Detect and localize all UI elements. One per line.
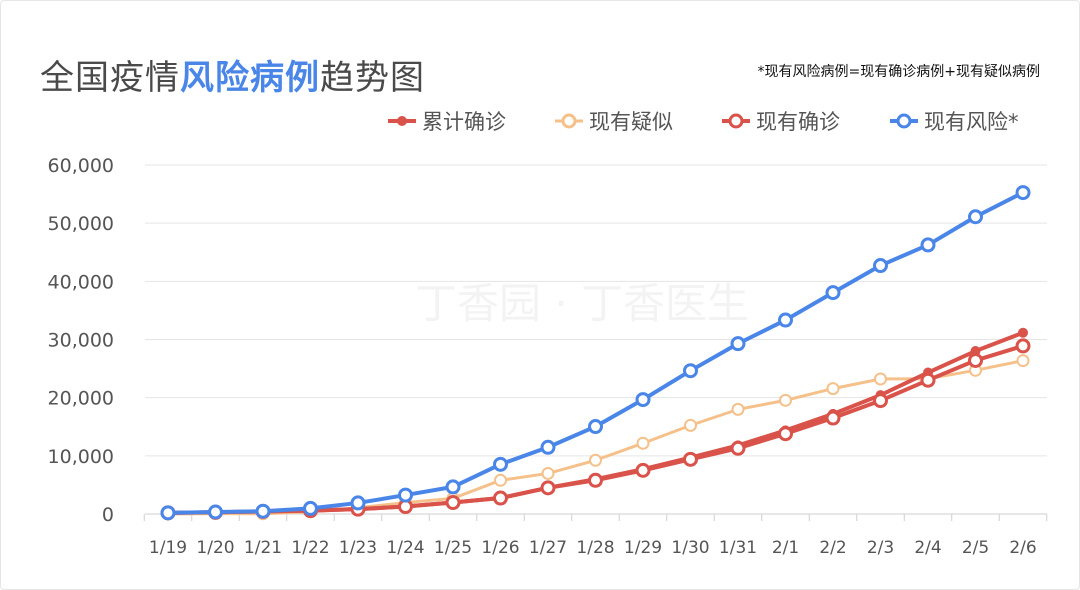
legend-item-risk[interactable]: 现有风险*	[890, 110, 1019, 134]
x-tick-label: 2/1	[772, 538, 799, 558]
x-tick-label: 1/25	[434, 538, 472, 558]
grid-lines	[143, 164, 1048, 521]
x-tick-label: 1/20	[196, 538, 234, 558]
x-tick-label: 1/23	[339, 538, 377, 558]
data-point	[730, 336, 746, 352]
data-point	[1015, 338, 1031, 354]
data-point	[873, 393, 888, 409]
data-point	[350, 495, 366, 511]
chart-title: 全国疫情风险病例趋势图	[40, 50, 425, 99]
watermark-text: 丁香园 · 丁香医生	[415, 279, 749, 328]
title-prefix: 全国疫情	[40, 58, 180, 98]
data-point	[731, 402, 745, 416]
data-point	[540, 439, 556, 455]
data-point	[825, 410, 841, 426]
x-tick-label: 2/3	[867, 538, 894, 558]
x-tick-label: 1/26	[481, 538, 519, 558]
data-point	[303, 500, 318, 516]
x-tick-label: 2/6	[1009, 538, 1036, 558]
data-point	[635, 462, 651, 478]
legend-item-cumulative[interactable]: 累计确诊	[388, 110, 506, 134]
data-point	[635, 392, 651, 408]
y-tick-label: 50,000	[48, 213, 114, 235]
data-point	[825, 285, 841, 301]
data-point	[398, 487, 413, 503]
data-point	[636, 436, 650, 450]
x-tick-label: 1/31	[719, 538, 757, 558]
data-point	[1018, 327, 1028, 338]
x-tick-label: 2/2	[819, 538, 846, 558]
x-tick-label: 1/30	[671, 538, 709, 558]
data-point	[778, 312, 793, 328]
data-point	[920, 237, 936, 253]
legend-label: 现有确诊	[756, 110, 840, 134]
data-point	[588, 419, 603, 435]
data-point	[541, 466, 555, 480]
y-axis-ticks: 0 10,000 20,000 30,000 40,000 50,000 60,000	[48, 155, 114, 526]
data-point	[588, 472, 603, 488]
data-point	[779, 393, 792, 407]
legend-label: 现有风险*	[924, 110, 1019, 134]
data-point	[445, 479, 461, 495]
x-tick-label: 1/19	[149, 538, 187, 558]
title-suffix: 趋势图	[320, 58, 425, 98]
legend-marker	[397, 116, 407, 126]
data-point	[730, 440, 746, 456]
legend-item-current[interactable]: 现有确诊	[722, 110, 840, 134]
x-tick-label: 2/4	[914, 538, 941, 558]
data-point	[208, 504, 223, 520]
legend-marker	[896, 113, 912, 129]
x-axis-ticks: 1/19 1/20 1/21 1/22 1/23 1/24 1/25 1/26 1/27 1/28…	[149, 538, 1037, 558]
data-point	[683, 363, 698, 379]
series-group	[160, 185, 1031, 521]
legend: 累计确诊 现有疑似 现有确诊 现有风险*	[388, 110, 1019, 134]
data-point	[684, 418, 697, 432]
legend-marker	[728, 113, 744, 129]
data-point	[683, 451, 698, 467]
legend-label: 累计确诊	[422, 110, 506, 134]
data-point	[540, 480, 556, 496]
data-point	[968, 352, 983, 368]
data-point	[874, 372, 887, 386]
data-point	[493, 456, 508, 472]
series-risk	[160, 185, 1031, 521]
data-point	[160, 505, 176, 521]
data-point	[494, 473, 507, 487]
y-tick-label: 40,000	[48, 271, 114, 293]
series-suspected	[161, 354, 1030, 521]
x-tick-label: 1/28	[576, 538, 614, 558]
legend-item-suspected[interactable]: 现有疑似	[555, 110, 673, 134]
x-tick-label: 1/21	[244, 538, 282, 558]
data-point	[778, 426, 793, 442]
data-point	[589, 453, 602, 467]
y-tick-label: 0	[102, 504, 114, 526]
x-tick-label: 1/24	[386, 538, 424, 558]
legend-marker	[561, 113, 577, 129]
legend-label: 现有疑似	[589, 110, 673, 134]
data-point	[873, 258, 888, 274]
x-tick-label: 2/5	[962, 538, 989, 558]
y-tick-label: 60,000	[48, 155, 114, 177]
data-point	[968, 209, 983, 225]
x-tick-label: 1/29	[624, 538, 662, 558]
formula-note: *现有风险病例=现有确诊病例+现有疑似病例	[757, 64, 1040, 80]
y-tick-label: 30,000	[48, 330, 114, 352]
data-point	[1015, 185, 1031, 201]
data-point	[826, 382, 840, 396]
data-point	[493, 490, 508, 506]
x-tick-label: 1/22	[291, 538, 329, 558]
data-point	[1016, 354, 1030, 368]
data-point	[920, 372, 936, 388]
data-point	[255, 503, 271, 519]
data-point	[445, 495, 461, 511]
y-tick-label: 10,000	[48, 446, 114, 468]
y-tick-label: 20,000	[48, 388, 114, 410]
title-highlight: 风险病例	[180, 58, 320, 98]
series-line-suspected	[166, 359, 1025, 516]
x-tick-label: 1/27	[529, 538, 567, 558]
